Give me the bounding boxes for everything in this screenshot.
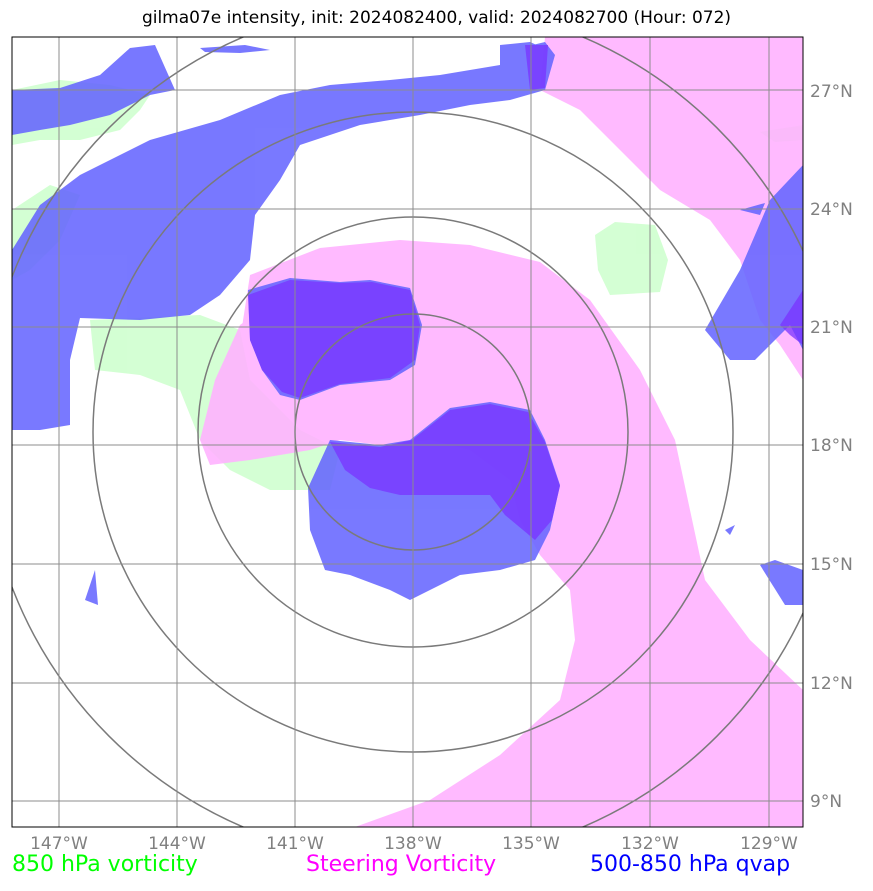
lat-label: 24°N — [810, 200, 853, 220]
lat-label: 21°N — [810, 318, 853, 338]
lat-label: 27°N — [810, 82, 853, 102]
lat-label: 9°N — [810, 792, 842, 812]
lon-label: 132°W — [621, 834, 679, 854]
legend-850-vorticity: 850 hPa vorticity — [12, 852, 198, 877]
lat-label: 12°N — [810, 674, 853, 694]
lon-label: 138°W — [384, 834, 442, 854]
lon-label: 144°W — [148, 834, 206, 854]
overlap-layer — [248, 45, 803, 540]
lat-label: 18°N — [810, 436, 853, 456]
map-title: gilma07e intensity, init: 2024082400, va… — [141, 8, 732, 28]
lon-label: 141°W — [266, 834, 324, 854]
lat-tick-labels: 27°N 24°N 21°N 18°N 15°N 12°N 9°N — [810, 82, 853, 812]
lon-label: 129°W — [740, 834, 798, 854]
lon-label: 135°W — [502, 834, 560, 854]
map-frame — [11, 36, 804, 828]
legend-qvap: 500-850 hPa qvap — [590, 852, 791, 877]
lat-label: 15°N — [810, 555, 853, 575]
lon-tick-labels: 147°W 144°W 141°W 138°W 135°W 132°W 129°… — [30, 834, 798, 854]
lon-label: 147°W — [30, 834, 88, 854]
lat-lon-grid — [12, 37, 803, 827]
legend-steering-vorticity: Steering Vorticity — [306, 852, 497, 877]
